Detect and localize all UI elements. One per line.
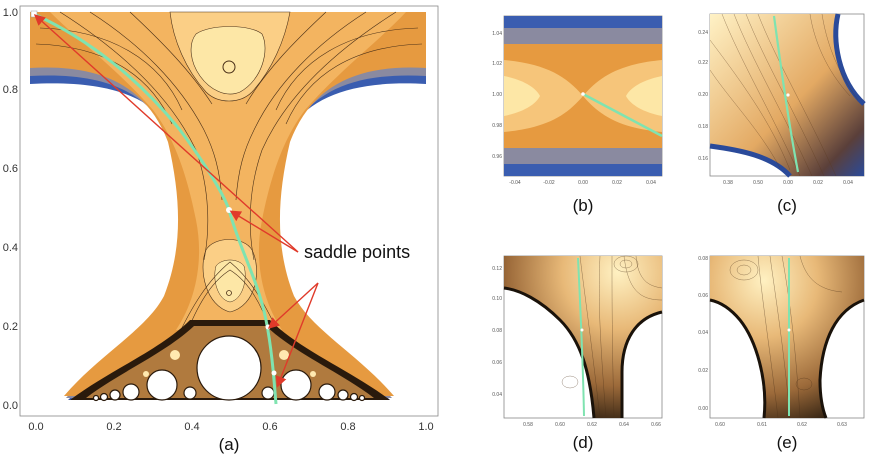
y-tick: 0.98 <box>492 123 502 129</box>
x-tick: 0.8 <box>340 421 355 433</box>
panel-d-label: (d) <box>573 433 594 452</box>
x-tick: 0.63 <box>837 422 847 428</box>
x-tick: 0.0 <box>28 421 43 433</box>
y-tick: 0.04 <box>492 392 502 398</box>
panel-a: saddle points 0.0 0.2 0.4 0.6 0.8 1.0 0.… <box>3 5 439 454</box>
x-tick: 0.4 <box>184 421 199 433</box>
panel-d-xticks: 0.58 0.60 0.62 0.64 0.66 <box>523 422 661 428</box>
y-tick: 0.22 <box>698 60 708 66</box>
x-tick: 0.64 <box>619 422 629 428</box>
x-tick: 0.2 <box>106 421 121 433</box>
x-tick: 0.00 <box>578 180 588 186</box>
panel-e-yticks: 0.08 0.06 0.04 0.02 0.00 <box>698 256 708 412</box>
x-tick: 1.0 <box>418 421 433 433</box>
x-tick: -0.04 <box>509 180 521 186</box>
y-tick: 0.00 <box>698 406 708 412</box>
panel-a-yticks: 0.0 0.2 0.4 0.6 0.8 1.0 <box>3 7 18 412</box>
y-tick: 0.96 <box>492 154 502 160</box>
y-tick: 0.6 <box>3 163 18 175</box>
x-tick: 0.58 <box>523 422 533 428</box>
y-tick: 0.12 <box>492 266 502 272</box>
y-tick: 0.10 <box>492 296 502 302</box>
panel-a-label: (a) <box>219 435 240 454</box>
x-tick: 0.60 <box>555 422 565 428</box>
y-tick: 0.4 <box>3 242 18 254</box>
y-tick: 0.04 <box>698 330 708 336</box>
y-tick: 0.0 <box>3 400 18 412</box>
saddle-arrows <box>33 14 319 388</box>
panel-a-xticks: 0.0 0.2 0.4 0.6 0.8 1.0 <box>28 421 433 433</box>
panel-c-label: (c) <box>777 196 797 215</box>
panel-b: -0.04 -0.02 0.00 0.02 0.04 1.04 1.02 1.0… <box>492 15 663 215</box>
panel-b-label: (b) <box>573 196 594 215</box>
y-tick: 0.8 <box>3 84 18 96</box>
upper-basin-core <box>190 26 266 95</box>
y-tick: 0.08 <box>492 328 502 334</box>
x-tick: 0.61 <box>757 422 767 428</box>
saddle-points-annotation: saddle points <box>304 242 410 262</box>
panel-e-label: (e) <box>777 433 798 452</box>
x-tick: 0.66 <box>651 422 661 428</box>
panel-e-xticks: 0.60 0.61 0.62 0.63 <box>715 422 847 428</box>
panel-c-yticks: 0.24 0.22 0.20 0.18 0.16 <box>698 30 708 162</box>
panel-b-yticks: 1.04 1.02 1.00 0.98 0.96 <box>492 31 502 160</box>
x-tick: 0.38 <box>723 180 733 186</box>
y-tick: 0.24 <box>698 30 708 36</box>
panel-c-xticks: 0.38 0.50 0.00 0.02 0.04 <box>723 180 853 186</box>
x-tick: 0.00 <box>783 180 793 186</box>
panel-b-xticks: -0.04 -0.02 0.00 0.02 0.04 <box>509 180 656 186</box>
y-tick: 1.02 <box>492 61 502 67</box>
x-tick: 0.50 <box>753 180 763 186</box>
minimum-marker-upper <box>222 60 236 74</box>
y-tick: 0.02 <box>698 368 708 374</box>
y-tick: 0.18 <box>698 124 708 130</box>
y-tick: 1.0 <box>3 7 18 19</box>
panel-d-yticks: 0.12 0.10 0.08 0.06 0.04 <box>492 266 502 398</box>
y-tick: 1.04 <box>492 31 502 37</box>
panel-d: 0.58 0.60 0.62 0.64 0.66 0.12 0.10 0.08 … <box>492 255 663 452</box>
minimum-marker-middle <box>226 290 232 296</box>
y-tick: 0.06 <box>698 293 708 299</box>
x-tick: -0.02 <box>543 180 555 186</box>
y-tick: 0.2 <box>3 321 18 333</box>
y-tick: 1.00 <box>492 92 502 98</box>
middle-basin-core <box>214 259 246 303</box>
x-tick: 0.04 <box>843 180 853 186</box>
y-tick: 0.06 <box>492 360 502 366</box>
x-tick: 0.02 <box>612 180 622 186</box>
panel-e: 0.60 0.61 0.62 0.63 0.08 0.06 0.04 0.02 … <box>698 255 865 452</box>
x-tick: 0.62 <box>797 422 807 428</box>
x-tick: 0.60 <box>715 422 725 428</box>
x-tick: 0.02 <box>813 180 823 186</box>
x-tick: 0.62 <box>587 422 597 428</box>
domain-mid-band <box>50 12 406 330</box>
lower-hotspots <box>143 350 316 377</box>
x-tick: 0.04 <box>646 180 656 186</box>
x-tick: 0.6 <box>262 421 277 433</box>
panel-c: 0.38 0.50 0.00 0.02 0.04 0.24 0.22 0.20 … <box>698 13 866 215</box>
y-tick: 0.08 <box>698 256 708 262</box>
y-tick: 0.16 <box>698 156 708 162</box>
y-tick: 0.20 <box>698 92 708 98</box>
